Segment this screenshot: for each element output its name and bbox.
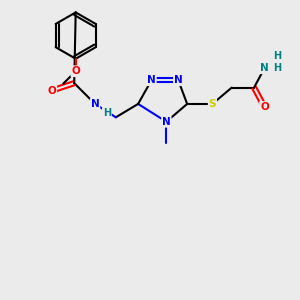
Text: N: N (162, 117, 171, 127)
Text: O: O (260, 102, 269, 112)
Text: H: H (273, 51, 281, 62)
Text: N: N (260, 63, 269, 73)
Text: N: N (174, 75, 183, 85)
Text: H: H (103, 108, 111, 118)
Text: N: N (91, 99, 99, 109)
Text: H: H (273, 63, 281, 73)
Text: O: O (71, 66, 80, 76)
Text: S: S (209, 99, 216, 109)
Text: O: O (47, 85, 56, 96)
Text: N: N (147, 75, 156, 85)
